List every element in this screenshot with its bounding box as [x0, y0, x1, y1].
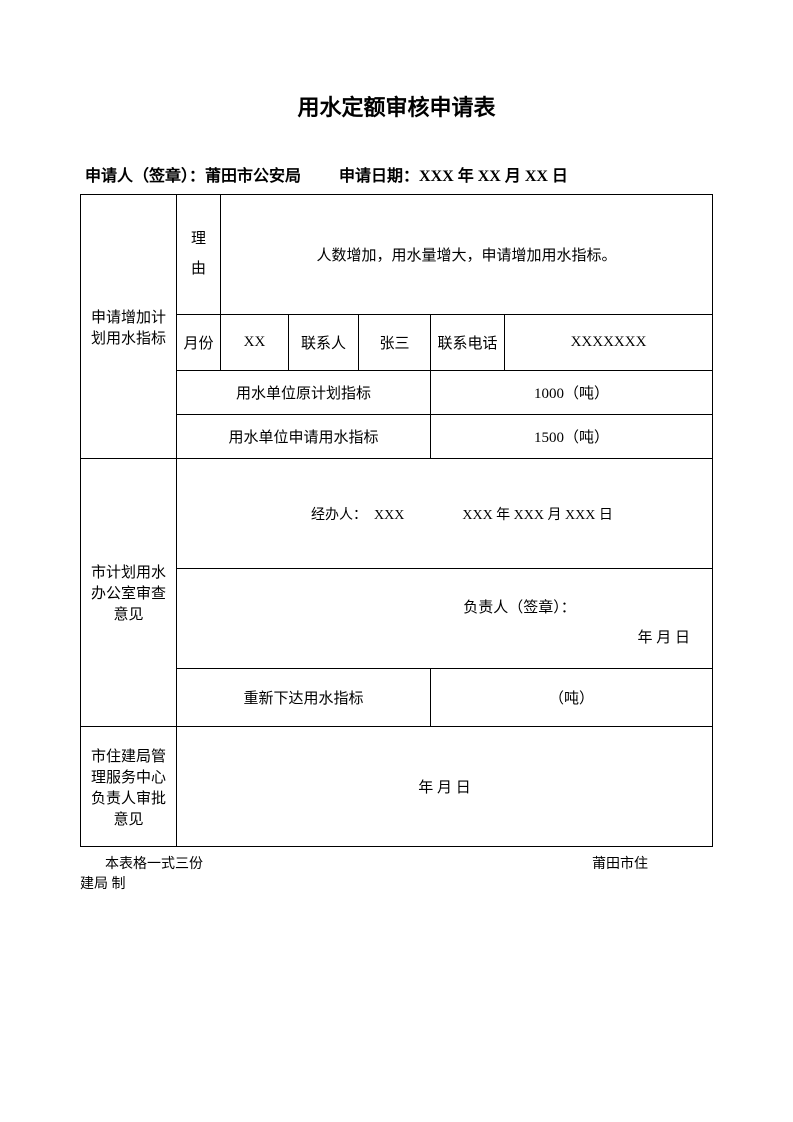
- review-manager-cell: 负责人（签章）： 年 月 日: [177, 569, 713, 669]
- handler-label: 经办人：: [311, 508, 367, 523]
- orig-quota-value: 1000（吨）: [431, 371, 713, 415]
- phone-label: 联系电话: [431, 315, 505, 371]
- month-value: XX: [221, 315, 289, 371]
- manager-label: 负责人（签章）：: [331, 590, 708, 626]
- apply-quota-value: 1500（吨）: [431, 415, 713, 459]
- section3-side-label: 市住建局管理服务中心负责人审批意见: [81, 727, 177, 847]
- reason-label: 理由: [177, 195, 221, 315]
- approval-cell: 年 月 日: [177, 727, 713, 847]
- footer-left2: 建局 制: [80, 877, 126, 892]
- footer-left: 本表格一式三份: [105, 857, 203, 872]
- apply-quota-label: 用水单位申请用水指标: [177, 415, 431, 459]
- form-title: 用水定额审核申请表: [80, 90, 713, 122]
- contact-value: 张三: [359, 315, 431, 371]
- reissue-label: 重新下达用水指标: [177, 669, 431, 727]
- footer: 本表格一式三份 莆田市住 建局 制: [80, 853, 713, 893]
- review-handler-cell: 经办人： XXX XXX 年 XXX 月 XXX 日: [177, 459, 713, 569]
- handler-value: XXX: [374, 508, 404, 523]
- phone-value: XXXXXXX: [505, 315, 713, 371]
- section2-side-label: 市计划用水办公室审查意见: [81, 459, 177, 727]
- orig-quota-label: 用水单位原计划指标: [177, 371, 431, 415]
- contact-label: 联系人: [289, 315, 359, 371]
- manager-date: 年 月 日: [181, 626, 708, 647]
- section1-side-label: 申请增加计划用水指标: [81, 195, 177, 459]
- handler-date: XXX 年 XXX 月 XXX 日: [462, 504, 613, 524]
- applicant-label: 申请人（签章）：: [85, 168, 205, 185]
- approval-date: 年 月 日: [418, 780, 471, 796]
- month-label: 月份: [177, 315, 221, 371]
- date-label: 申请日期：: [339, 168, 419, 185]
- reason-text: 人数增加，用水量增大，申请增加用水指标。: [221, 195, 713, 315]
- date-value: XXX 年 XX 月 XX 日: [419, 168, 568, 185]
- form-header: 申请人（签章）：莆田市公安局 申请日期：XXX 年 XX 月 XX 日: [80, 162, 713, 186]
- reissue-value: （吨）: [431, 669, 713, 727]
- applicant-value: 莆田市公安局: [205, 168, 301, 185]
- footer-right: 莆田市住: [592, 853, 648, 873]
- application-table: 申请增加计划用水指标 理由 人数增加，用水量增大，申请增加用水指标。 月份 XX…: [80, 194, 713, 847]
